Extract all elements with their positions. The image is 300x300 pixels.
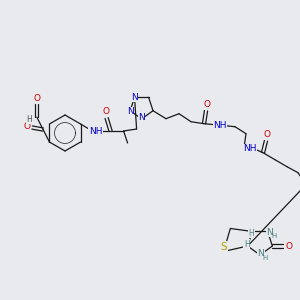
Text: H: H	[26, 115, 32, 124]
Text: H: H	[262, 255, 268, 261]
Text: H: H	[244, 239, 250, 248]
Text: N: N	[138, 113, 145, 122]
Text: N: N	[131, 93, 138, 102]
Text: NH: NH	[89, 127, 102, 136]
Text: O: O	[286, 242, 293, 250]
Text: H: H	[248, 229, 254, 238]
Text: O: O	[102, 107, 109, 116]
Text: O: O	[33, 94, 40, 103]
Text: O: O	[24, 122, 31, 131]
Text: N: N	[127, 107, 134, 116]
Text: NH: NH	[213, 121, 227, 130]
Text: N: N	[266, 228, 273, 237]
Text: O: O	[203, 100, 211, 109]
Text: H: H	[271, 233, 276, 239]
Text: O: O	[263, 130, 271, 139]
Text: NH: NH	[243, 144, 257, 153]
Text: S: S	[221, 242, 227, 252]
Text: N: N	[258, 248, 264, 257]
